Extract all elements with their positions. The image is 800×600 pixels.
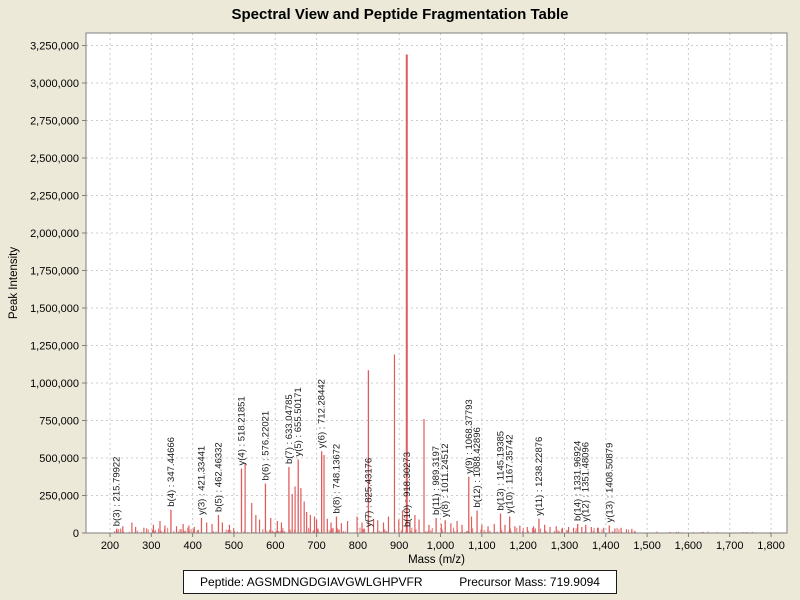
x-tick-label: 200 [101,540,119,552]
peak-label-b(12): b(12) : 1088.42896 [472,427,483,507]
x-tick-label: 900 [390,540,408,552]
peak-label-b(8): b(8) : 748.13672 [331,444,342,514]
y-tick-label: 2,500,000 [30,153,79,165]
y-tick-label: 1,000,000 [30,378,79,390]
y-tick-label: 250,000 [39,491,79,503]
y-tick-label: 1,750,000 [30,265,79,277]
peak-label-b(11): b(11) : 989.3197 [431,446,442,515]
peak-label-b(13): b(13) : 1145.19385 [496,431,507,511]
tick-marks [82,44,772,537]
peak-label-b(5): b(5) : 462.46332 [213,442,224,512]
peptide-info-box: Peptide: AGSMDNGDGIAVGWLGHPVFR Precursor… [183,570,617,594]
peak-label-y(5): y(5) : 655.50171 [293,387,304,456]
peak-label-y(8): y(8) : 1011.24512 [440,443,451,517]
x-tick-label: 400 [183,540,201,552]
precursor-mass-label: Precursor Mass: [459,575,547,589]
x-tick-label: 1,000 [427,540,455,552]
peak-label-b(10): b(10) : 918.30273 [402,452,413,527]
labeled-peaks [115,54,610,533]
x-tick-label: 1,100 [468,540,496,552]
x-tick-label: 800 [349,540,367,552]
y-tick-label: 750,000 [39,416,79,428]
y-axis-title: Peak Intensity [8,247,20,319]
x-tick-label: 300 [142,540,160,552]
y-tick-label: 0 [73,528,79,540]
precursor-mass-value: 719.9094 [549,575,600,589]
peak-label-b(4): b(4) : 347.44666 [166,437,177,507]
y-tick-label: 500,000 [39,453,79,465]
y-tick-label: 2,000,000 [30,228,79,240]
footer: Peptide: AGSMDNGDGIAVGWLGHPVFR Precursor… [0,570,800,594]
x-tick-label: 1,300 [551,540,579,552]
y-tick-label: 2,250,000 [30,190,79,202]
x-tick-labels: 200 300 400 500 600 700 800 900 1,000 1,100 1,200 1… [101,540,785,552]
peptide-sequence: AGSMDNGDGIAVGWLGHPVFR [246,575,423,589]
y-tick-label: 1,500,000 [30,303,79,315]
y-tick-label: 3,250,000 [30,40,79,52]
x-tick-label: 600 [266,540,284,552]
peak-label-b(6): b(6) : 576.22021 [260,411,271,481]
peak-labels: b(3) : 215.79922 b(4) : 347.44666 y(3) : 4… [112,379,616,527]
x-tick-label: 1,400 [592,540,620,552]
peak-label-b(14): b(14) : 1331.96924 [573,441,584,521]
peak-label-y(10): y(10) : 1167.35742 [505,434,516,513]
x-axis-title: Mass (m/z) [408,554,465,566]
x-tick-label: 700 [307,540,325,552]
y-tick-label: 2,750,000 [30,115,79,127]
x-tick-label: 500 [225,540,243,552]
peak-label-y(13): y(13) : 1408.50879 [604,443,615,523]
gridlines [86,33,787,533]
x-tick-label: 1,200 [509,540,537,552]
spectrum-chart[interactable]: b(3) : 215.79922 b(4) : 347.44666 y(3) : 4… [0,0,800,568]
peak-label-y(7): y(7) : 825.43176 [363,458,374,527]
y-tick-label: 1,250,000 [30,340,79,352]
unlabeled-peaks [122,354,633,533]
x-tick-label: 1,800 [757,540,785,552]
x-tick-label: 1,600 [675,540,703,552]
peak-label-b(3): b(3) : 215.79922 [112,457,123,527]
peak-label-y(6): y(6) : 712.28442 [317,379,328,448]
x-tick-label: 1,700 [716,540,744,552]
peak-label-y(4): y(4) : 518.21851 [236,396,247,465]
y-tick-label: 3,000,000 [30,78,79,90]
peak-label-y(9): y(9) : 1068.37793 [464,399,475,473]
y-tick-labels: 0 250,000 500,000 750,000 1,000,000 1,250,000… [30,40,79,540]
plot-border [85,32,788,534]
peak-label-y(11): y(11) : 1238.22876 [534,437,545,516]
peptide-label: Peptide: [200,575,245,589]
page-title: Spectral View and Peptide Fragmentation … [231,6,569,23]
x-tick-label: 1,500 [633,540,661,552]
peak-label-y(12): y(12) : 1351.48096 [581,442,592,522]
peak-label-y(3): y(3) : 421.33441 [196,446,207,515]
peak-label-b(7): b(7) : 633.04785 [284,394,295,464]
plot-area [86,33,787,533]
